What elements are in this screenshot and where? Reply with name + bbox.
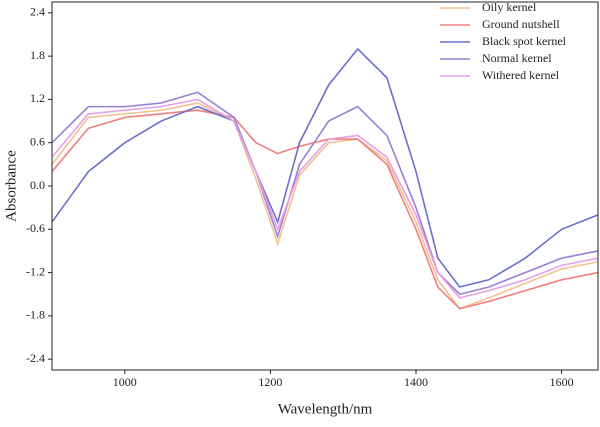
y-tick-label: 2.4 [30,5,45,19]
y-tick-label: 0.6 [30,134,45,148]
legend-label: Ground nutshell [482,17,560,31]
spectrum-line [51,47,599,288]
y-axis-label: Absorbance [3,150,19,222]
x-axis-label: Wavelength/nm [278,401,373,417]
spectrum-line [51,91,599,296]
y-tick-label: -0.6 [26,221,45,235]
x-tick-label: 1000 [113,375,137,389]
spectrum-line [51,102,599,310]
legend-label: Withered kernel [482,68,560,82]
x-tick-label: 1400 [404,375,428,389]
plot-frame [51,1,599,371]
legend-label: Oily kernel [482,0,537,14]
y-tick-label: 0.0 [30,178,45,192]
legend-label: Black spot kernel [482,34,567,48]
legend-label: Normal kernel [482,51,552,65]
x-tick-label: 1600 [550,375,574,389]
y-tick-label: -2.4 [26,351,45,365]
y-tick-label: 1.2 [30,91,45,105]
spectrum-line [51,98,599,299]
spectrum-line [51,109,599,310]
x-tick-label: 1200 [258,375,282,389]
y-tick-label: -1.8 [26,308,45,322]
y-tick-label: -1.2 [26,264,45,278]
y-tick-label: 1.8 [30,48,45,62]
